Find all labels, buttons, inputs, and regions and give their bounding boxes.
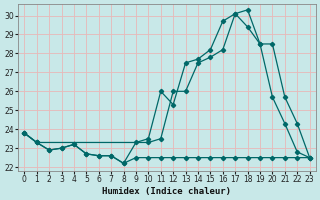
X-axis label: Humidex (Indice chaleur): Humidex (Indice chaleur) bbox=[102, 187, 231, 196]
